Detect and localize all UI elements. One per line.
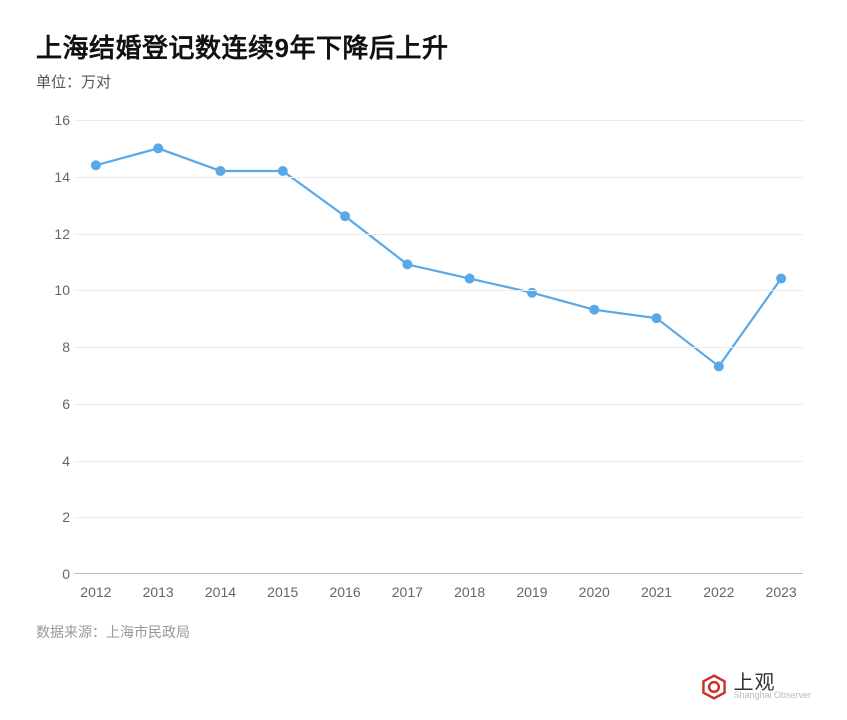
chart-container: 0 2 4 6 8 10 12 14 16 2012 2013 2014 2015 2016 2017 20… xyxy=(36,110,811,610)
y-tick-label: 8 xyxy=(36,339,70,355)
gridline xyxy=(74,290,803,291)
gridline xyxy=(74,347,803,348)
x-tick-label: 2012 xyxy=(80,584,111,600)
data-point xyxy=(91,161,100,170)
brand-text-block: 上观 Shanghai Observer xyxy=(733,673,811,700)
data-point xyxy=(278,166,287,175)
x-tick-label: 2016 xyxy=(329,584,360,600)
y-tick-label: 14 xyxy=(36,169,70,185)
y-tick-label: 0 xyxy=(36,566,70,582)
x-tick-label: 2019 xyxy=(516,584,547,600)
x-tick-label: 2018 xyxy=(454,584,485,600)
data-point xyxy=(590,305,599,314)
x-tick-label: 2014 xyxy=(205,584,236,600)
gridline xyxy=(74,234,803,235)
y-tick-label: 10 xyxy=(36,282,70,298)
page-title: 上海结婚登记数连续9年下降后上升 xyxy=(36,28,811,65)
brand-logo-hex xyxy=(704,675,725,698)
x-tick-label: 2021 xyxy=(641,584,672,600)
y-tick-label: 6 xyxy=(36,396,70,412)
x-tick-label: 2013 xyxy=(143,584,174,600)
brand-logo-icon xyxy=(701,674,727,700)
y-tick-label: 2 xyxy=(36,509,70,525)
gridline xyxy=(74,404,803,405)
x-tick-label: 2022 xyxy=(703,584,734,600)
data-point xyxy=(216,166,225,175)
brand-badge: 上观 Shanghai Observer xyxy=(701,673,811,700)
y-tick-label: 16 xyxy=(36,112,70,128)
data-point xyxy=(652,314,661,323)
gridline xyxy=(74,517,803,518)
y-tick-label: 12 xyxy=(36,226,70,242)
gridline xyxy=(74,461,803,462)
brand-logo-circle xyxy=(710,682,720,692)
x-tick-label: 2017 xyxy=(392,584,423,600)
data-point xyxy=(714,362,723,371)
data-point xyxy=(154,144,163,153)
data-source: 数据来源：上海市民政局 xyxy=(36,622,811,642)
data-point xyxy=(341,212,350,221)
data-point xyxy=(403,260,412,269)
unit-label: 单位：万对 xyxy=(36,71,811,92)
data-point xyxy=(777,274,786,283)
x-tick-label: 2023 xyxy=(766,584,797,600)
plot-area xyxy=(74,120,803,574)
gridline xyxy=(74,120,803,121)
x-tick-label: 2020 xyxy=(579,584,610,600)
x-tick-label: 2015 xyxy=(267,584,298,600)
gridline xyxy=(74,177,803,178)
data-point xyxy=(465,274,474,283)
chart-page: 上海结婚登记数连续9年下降后上升 单位：万对 0 2 4 6 8 10 12 14 16 201… xyxy=(0,0,847,720)
series-line xyxy=(96,148,781,366)
y-tick-label: 4 xyxy=(36,453,70,469)
brand-subtitle: Shanghai Observer xyxy=(733,691,811,700)
